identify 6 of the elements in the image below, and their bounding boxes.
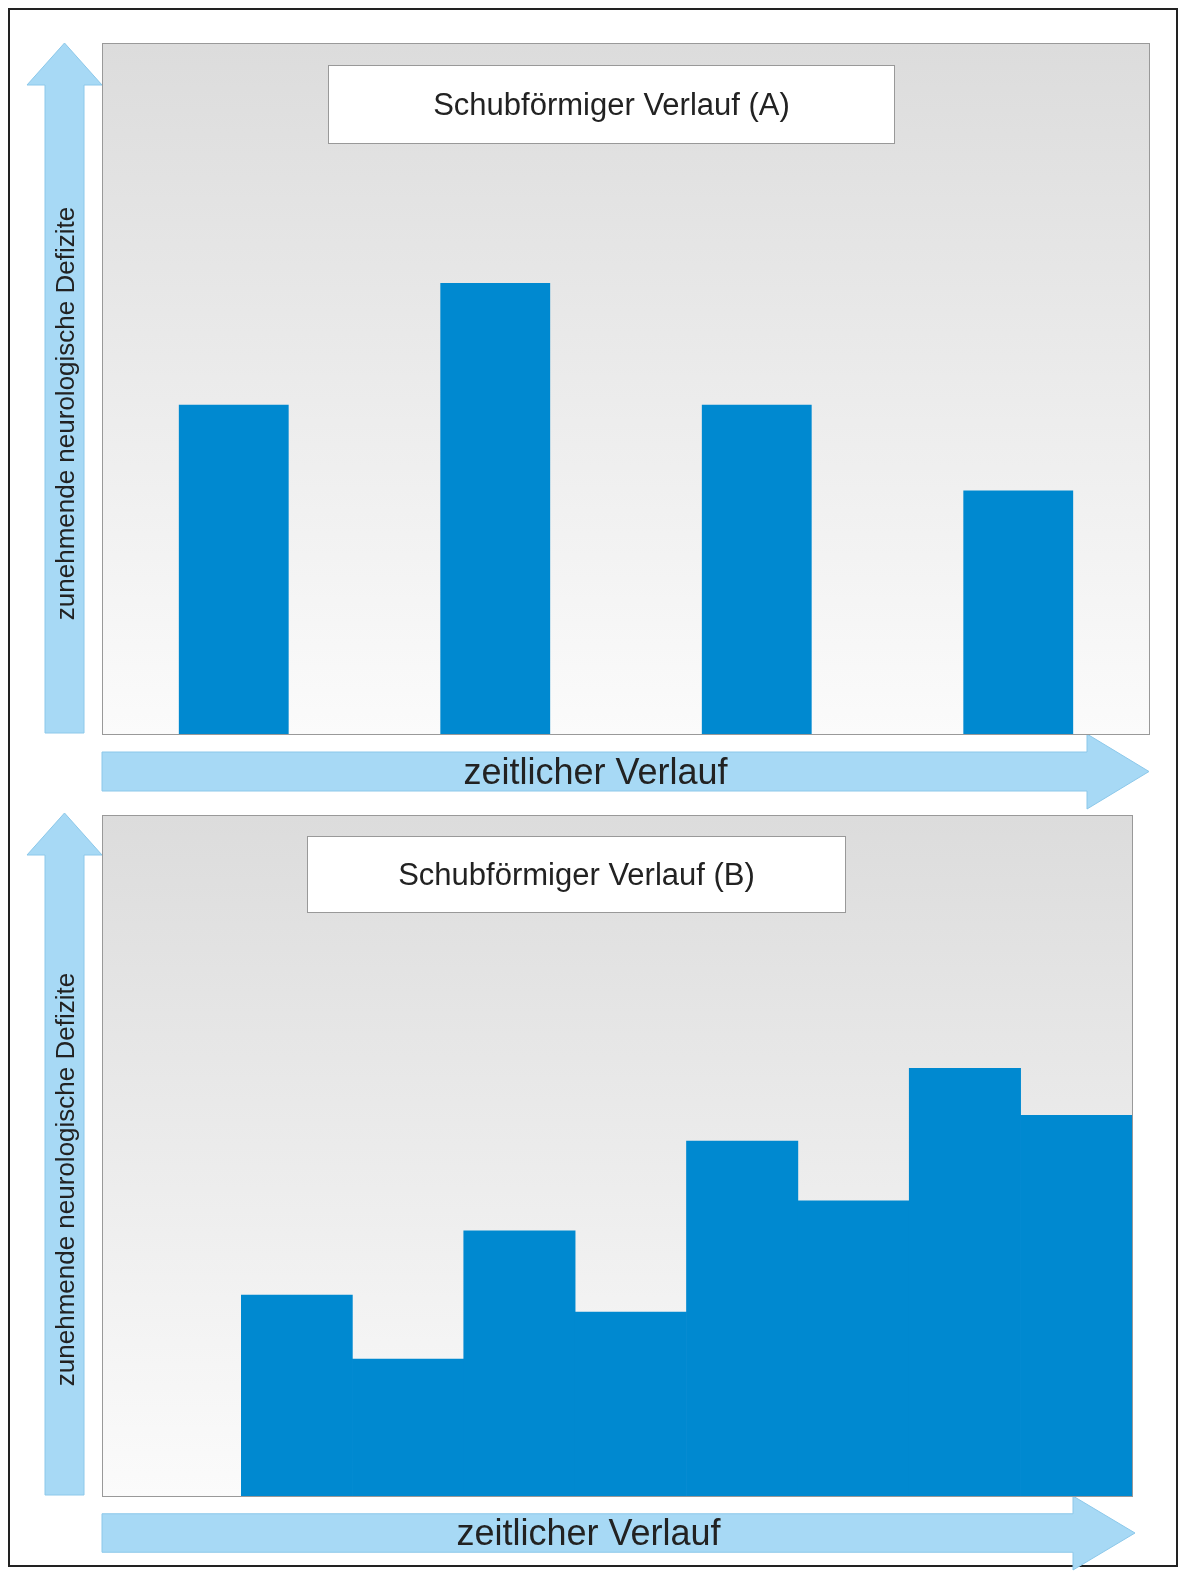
x-axis-title: zeitlicher Verlauf: [455, 1512, 722, 1554]
chart-title: Schubförmiger Verlauf (B): [307, 836, 846, 913]
x-axis-title: zeitlicher Verlauf: [462, 750, 729, 793]
chart-title: Schubförmiger Verlauf (A): [328, 65, 895, 144]
y-axis-title: zunehmende neurologische Defizite: [49, 205, 80, 623]
y-axis-title: zunehmende neurologische Defizite: [49, 971, 80, 1389]
